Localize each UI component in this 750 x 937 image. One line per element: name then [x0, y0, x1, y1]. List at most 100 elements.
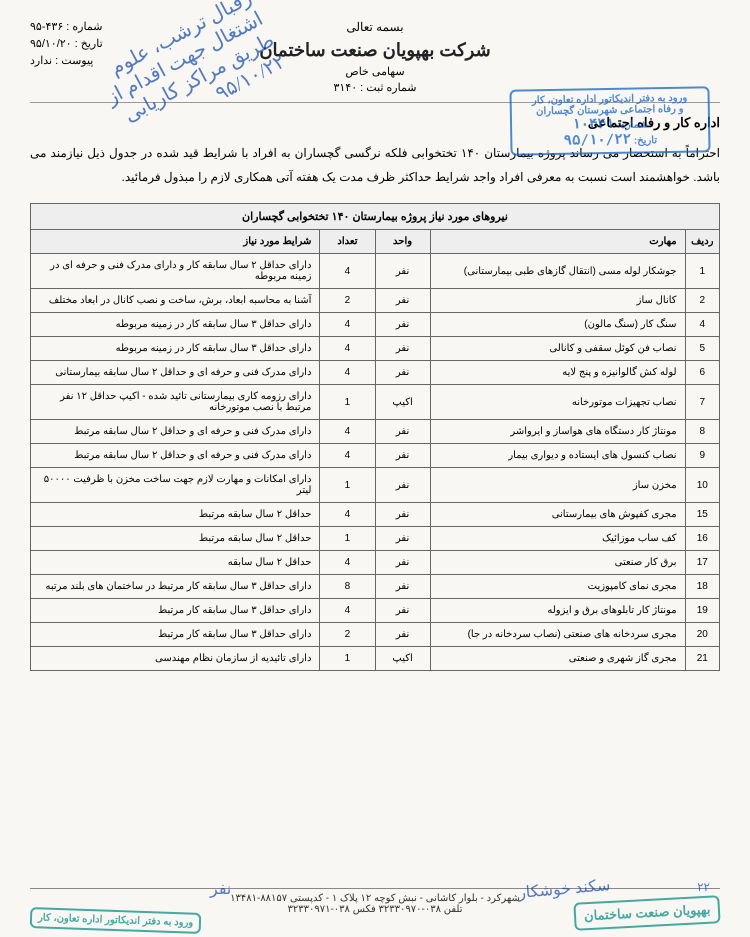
cell-unit: نفر [375, 289, 430, 313]
doc-attach: ندارد [30, 55, 52, 67]
cell-qty: 1 [320, 468, 375, 503]
cell-unit: نفر [375, 361, 430, 385]
cell-row: 15 [685, 503, 719, 527]
cell-skill: مونتاژ کار تابلوهای برق و ایزوله [430, 599, 685, 623]
cell-unit: نفر [375, 623, 430, 647]
cell-row: 2 [685, 289, 719, 313]
cell-skill: نصاب کنسول های ایستاده و دیواری بیمار [430, 444, 685, 468]
cell-cond: دارای مدرک فنی و حرفه ای و حداقل ۲ سال س… [31, 361, 320, 385]
table-row: 4سنگ کار (سنگ مالون)نفر4دارای حداقل ۳ سا… [31, 313, 720, 337]
cell-row: 19 [685, 599, 719, 623]
cell-row: 9 [685, 444, 719, 468]
cell-cond: حداقل ۲ سال سابقه [31, 551, 320, 575]
cell-unit: نفر [375, 575, 430, 599]
table-row: 15مجری کفپوش های بیمارستانینفر4حداقل ۲ س… [31, 503, 720, 527]
cell-qty: 2 [320, 623, 375, 647]
cell-row: 1 [685, 254, 719, 289]
th-cond: شرایط مورد نیاز [31, 230, 320, 254]
cell-unit: نفر [375, 551, 430, 575]
cell-qty: 4 [320, 599, 375, 623]
cell-unit: نفر [375, 599, 430, 623]
table-row: 19مونتاژ کار تابلوهای برق و ایزولهنفر4دا… [31, 599, 720, 623]
th-skill: مهارت [430, 230, 685, 254]
cell-unit: نفر [375, 254, 430, 289]
cell-row: 4 [685, 313, 719, 337]
cell-cond: دارای مدرک فنی و حرفه ای و حداقل ۲ سال س… [31, 444, 320, 468]
table-row: 2کانال سازنفر2آشنا به محاسبه ابعاد، برش،… [31, 289, 720, 313]
cell-skill: کانال ساز [430, 289, 685, 313]
cell-cond: دارای امکانات و مهارت لازم جهت ساخت مخزن… [31, 468, 320, 503]
table-row: 18مجری نمای کامپوزیتنفر8دارای حداقل ۳ سا… [31, 575, 720, 599]
document-page: بسمه تعالی شرکت بهپویان صنعت ساختمان سها… [0, 0, 750, 937]
table-row: 1جوشکار لوله مسی (انتقال گازهای طبی بیما… [31, 254, 720, 289]
footer-tel: تلفن ۰۳۸-۳۲۳۳۰۹۷۰ فکس ۰۳۸-۳۲۳۳۰۹۷۱ [30, 904, 720, 915]
cell-skill: جوشکار لوله مسی (انتقال گازهای طبی بیمار… [430, 254, 685, 289]
th-row: ردیف [685, 230, 719, 254]
cell-qty: 4 [320, 361, 375, 385]
doc-number: ۴۳۶-۹۵ [30, 21, 63, 33]
cell-cond: دارای حداقل ۳ سال سابقه کار در زمینه مرب… [31, 313, 320, 337]
registration-number: شماره ثبت : ۳۱۴۰ [170, 81, 580, 94]
cell-skill: مجری نمای کامپوزیت [430, 575, 685, 599]
cell-row: 7 [685, 385, 719, 420]
cell-unit: نفر [375, 420, 430, 444]
cell-unit: نفر [375, 468, 430, 503]
table-row: 5نصاب فن کوئل سقفی و کانالینفر4دارای حدا… [31, 337, 720, 361]
table-row: 6لوله کش گالوانیزه و پنج لایهنفر4دارای م… [31, 361, 720, 385]
cell-cond: حداقل ۲ سال سابقه مرتبط [31, 503, 320, 527]
cell-qty: 1 [320, 527, 375, 551]
cell-unit: نفر [375, 337, 430, 361]
cell-unit: اکیپ [375, 385, 430, 420]
cell-qty: 8 [320, 575, 375, 599]
cell-qty: 1 [320, 385, 375, 420]
cell-skill: مونتاژ کار دستگاه های هواساز و ایرواشر [430, 420, 685, 444]
footer-address: شهرکرد - بلوار کاشانی - نبش کوچه ۱۲ پلاک… [30, 893, 720, 904]
cell-row: 5 [685, 337, 719, 361]
cell-unit: نفر [375, 527, 430, 551]
table-row: 9نصاب کنسول های ایستاده و دیواری بیمارنف… [31, 444, 720, 468]
table-row: 17برق کار صنعتینفر4حداقل ۲ سال سابقه [31, 551, 720, 575]
table-row: 20مجری سردخانه های صنعتی (نصاب سردخانه د… [31, 623, 720, 647]
table-row: 16کف ساب موزائیکنفر1حداقل ۲ سال سابقه مر… [31, 527, 720, 551]
cell-unit: نفر [375, 503, 430, 527]
basmala: بسمه تعالی [170, 20, 580, 34]
cell-skill: سنگ کار (سنگ مالون) [430, 313, 685, 337]
cell-skill: برق کار صنعتی [430, 551, 685, 575]
cell-qty: 1 [320, 647, 375, 671]
cell-qty: 4 [320, 444, 375, 468]
cell-qty: 4 [320, 337, 375, 361]
cell-cond: دارای حداقل ۳ سال سابقه کار مرتبط [31, 599, 320, 623]
cell-skill: لوله کش گالوانیزه و پنج لایه [430, 361, 685, 385]
table-caption: نیروهای مورد نیاز پروژه بیمارستان ۱۴۰ تخ… [31, 204, 720, 230]
cell-qty: 4 [320, 551, 375, 575]
letter-body: احتراماً به استحضار می رساند پروژه بیمار… [30, 141, 720, 189]
cell-cond: دارای مدرک فنی و حرفه ای و حداقل ۲ سال س… [31, 420, 320, 444]
cell-cond: دارای حداقل ۳ سال سابقه کار مرتبط در ساخ… [31, 575, 320, 599]
cell-row: 6 [685, 361, 719, 385]
cell-cond: دارای حداقل ۳ سال سابقه کار مرتبط [31, 623, 320, 647]
cell-qty: 4 [320, 254, 375, 289]
table-header-row: ردیف مهارت واحد تعداد شرایط مورد نیاز [31, 230, 720, 254]
cell-qty: 4 [320, 313, 375, 337]
letterhead: بسمه تعالی شرکت بهپویان صنعت ساختمان سها… [30, 20, 720, 102]
cell-row: 20 [685, 623, 719, 647]
cell-row: 18 [685, 575, 719, 599]
footer: شهرکرد - بلوار کاشانی - نبش کوچه ۱۲ پلاک… [30, 888, 720, 915]
requirements-table: نیروهای مورد نیاز پروژه بیمارستان ۱۴۰ تخ… [30, 203, 720, 671]
cell-qty: 4 [320, 503, 375, 527]
cell-skill: مجری سردخانه های صنعتی (نصاب سردخانه در … [430, 623, 685, 647]
th-qty: تعداد [320, 230, 375, 254]
cell-cond: دارای حداقل ۲ سال سابقه کار و دارای مدرک… [31, 254, 320, 289]
cell-cond: دارای تائیدیه از سازمان نظام مهندسی [31, 647, 320, 671]
company-type: سهامی خاص [170, 65, 580, 78]
cell-skill: نصاب فن کوئل سقفی و کانالی [430, 337, 685, 361]
cell-skill: مجری کفپوش های بیمارستانی [430, 503, 685, 527]
doc-date: ۹۵/۱۰/۲۰ [30, 38, 72, 50]
cell-row: 21 [685, 647, 719, 671]
table-row: 7نصاب تجهیزات موتورخانهاکیپ1دارای رزومه … [31, 385, 720, 420]
divider [30, 102, 720, 103]
cell-qty: 4 [320, 420, 375, 444]
doc-meta: شماره : ۴۳۶-۹۵ تاریخ : ۹۵/۱۰/۲۰ پیوست : … [30, 20, 170, 71]
cell-skill: کف ساب موزائیک [430, 527, 685, 551]
cell-cond: حداقل ۲ سال سابقه مرتبط [31, 527, 320, 551]
